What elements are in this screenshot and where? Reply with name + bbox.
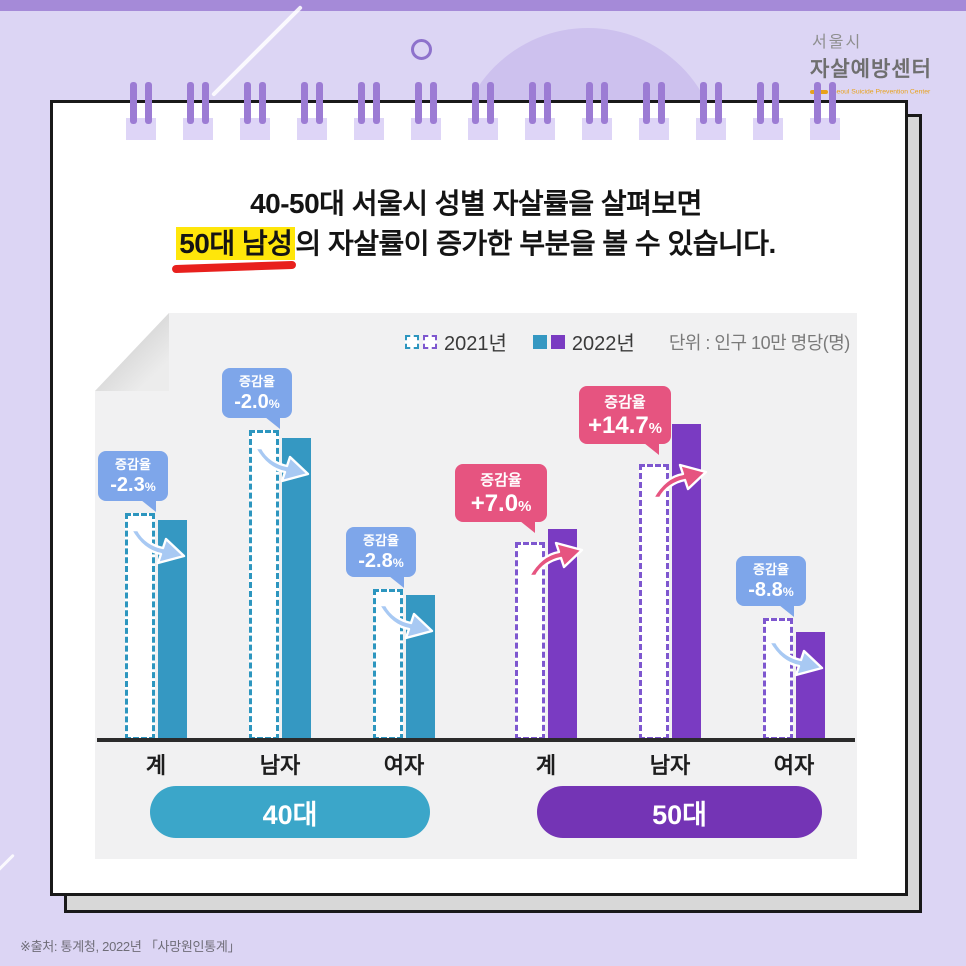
- category-label: 남자: [259, 753, 301, 778]
- trend-down-arrow-icon: [765, 640, 825, 683]
- source-note: ※출처: 통계청, 2022년 「사망원인통계」: [20, 939, 241, 954]
- bubble-label: 증감율: [363, 533, 399, 548]
- bubble-label: 증감율: [480, 472, 522, 489]
- clip-bar-icon: [487, 82, 494, 124]
- category-label: 계: [535, 753, 557, 778]
- change-rate-bubble: 증감율 -2.0%: [222, 368, 292, 429]
- bar-2021: [249, 430, 279, 740]
- logo-line2: 자살예방센터: [810, 58, 932, 81]
- clip-bar-icon: [814, 82, 821, 124]
- bar-2022: [282, 438, 311, 740]
- chart-legend: 2021년 2022년 단위 : 인구 10만 명당(명): [405, 327, 850, 356]
- clip-bar-icon: [643, 82, 650, 124]
- group-pill-50s: 50대: [537, 786, 822, 838]
- bar-2022: [796, 632, 825, 740]
- trend-up-arrow-icon: [525, 540, 585, 583]
- clip-bar-icon: [772, 82, 779, 124]
- legend-swatch-2021-teal: [405, 334, 419, 349]
- bar-2021: [763, 618, 793, 740]
- clip-bar-icon: [244, 82, 251, 124]
- clip-bar-icon: [316, 82, 323, 124]
- bar-2021: [639, 464, 669, 740]
- clip-bar-icon: [130, 82, 137, 124]
- page-title: 40-50대 서울시 성별 자살률을 살펴보면 50대 남성 의 자살률이 증가한…: [53, 184, 899, 274]
- category-label: 남자: [649, 753, 691, 778]
- diagonal-line: [0, 853, 15, 889]
- clip-bar-icon: [187, 82, 194, 124]
- unit-label: 단위 : 인구 10만 명당(명): [668, 332, 851, 353]
- clip-bar-icon: [202, 82, 209, 124]
- category-label: 계: [145, 753, 167, 778]
- legend-label-2021: 2021년: [444, 333, 507, 355]
- category-label: 여자: [773, 753, 815, 778]
- clip-bar-icon: [715, 82, 722, 124]
- ring-icon: [411, 39, 432, 60]
- bubble-value: -8.8%: [748, 579, 794, 601]
- change-rate-bubble: 증감율 +14.7%: [579, 386, 671, 455]
- title-line2-rest: 의 자살률이 증가한 부분을 볼 수 있습니다.: [295, 228, 776, 259]
- clip-bar-icon: [430, 82, 437, 124]
- bubble-value: +7.0%: [470, 490, 532, 517]
- clip-bar-icon: [145, 82, 152, 124]
- bubble-label: 증감율: [604, 394, 646, 411]
- clip-bar-icon: [829, 82, 836, 124]
- legend-swatch-2022-purple: [550, 334, 565, 349]
- clip-bar-icon: [544, 82, 551, 124]
- group-pill-40s: 40대: [150, 786, 430, 838]
- trend-down-arrow-icon: [375, 603, 435, 646]
- bubble-value: -2.3%: [110, 474, 156, 496]
- clip-bar-icon: [472, 82, 479, 124]
- clip-bar-icon: [529, 82, 536, 124]
- trend-up-arrow-icon: [649, 462, 709, 505]
- legend-label-2022: 2022년: [571, 333, 635, 355]
- trend-down-arrow-icon: [251, 446, 311, 489]
- clip-bar-icon: [259, 82, 266, 124]
- clip-bar-icon: [757, 82, 764, 124]
- title-line2: 50대 남성 의 자살률이 증가한 부분을 볼 수 있습니다.: [53, 224, 899, 274]
- change-rate-bubble: 증감율 +7.0%: [455, 464, 547, 533]
- clip-bar-icon: [700, 82, 707, 124]
- bar-2021: [373, 589, 403, 740]
- bubble-value: -2.0%: [234, 391, 280, 413]
- clip-bar-icon: [301, 82, 308, 124]
- legend-swatch-2022-teal: [532, 334, 547, 349]
- change-rate-bubble: 증감율 -2.3%: [98, 451, 168, 512]
- x-axis-line: [97, 738, 855, 742]
- bubble-label: 증감율: [753, 562, 789, 577]
- change-rate-bubble: 증감율 -8.8%: [736, 556, 806, 617]
- logo: 서울시 자살예방센터 Seoul Suicide Prevention Cent…: [810, 28, 950, 96]
- clip-bar-icon: [658, 82, 665, 124]
- clip-bar-icon: [373, 82, 380, 124]
- category-label: 여자: [383, 753, 425, 778]
- bubble-label: 증감율: [115, 457, 151, 472]
- clip-bar-icon: [586, 82, 593, 124]
- clip-bar-icon: [601, 82, 608, 124]
- diagonal-line: [211, 5, 303, 97]
- bubble-value: -2.8%: [358, 550, 404, 572]
- legend-swatch-2021-purple: [423, 334, 437, 349]
- logo-subtitle: Seoul Suicide Prevention Center: [832, 87, 931, 96]
- clip-bar-icon: [415, 82, 422, 124]
- trend-down-arrow-icon: [127, 528, 187, 571]
- logo-line1: 서울시: [812, 34, 863, 51]
- bubble-label: 증감율: [239, 374, 275, 389]
- clip-bar-icon: [358, 82, 365, 124]
- title-line1: 40-50대 서울시 성별 자살률을 살펴보면: [250, 188, 702, 219]
- title-highlight: 50대 남성: [172, 227, 297, 274]
- top-accent-bar: [0, 0, 966, 11]
- bubble-value: +14.7%: [588, 412, 662, 439]
- change-rate-bubble: 증감율 -2.8%: [346, 527, 416, 588]
